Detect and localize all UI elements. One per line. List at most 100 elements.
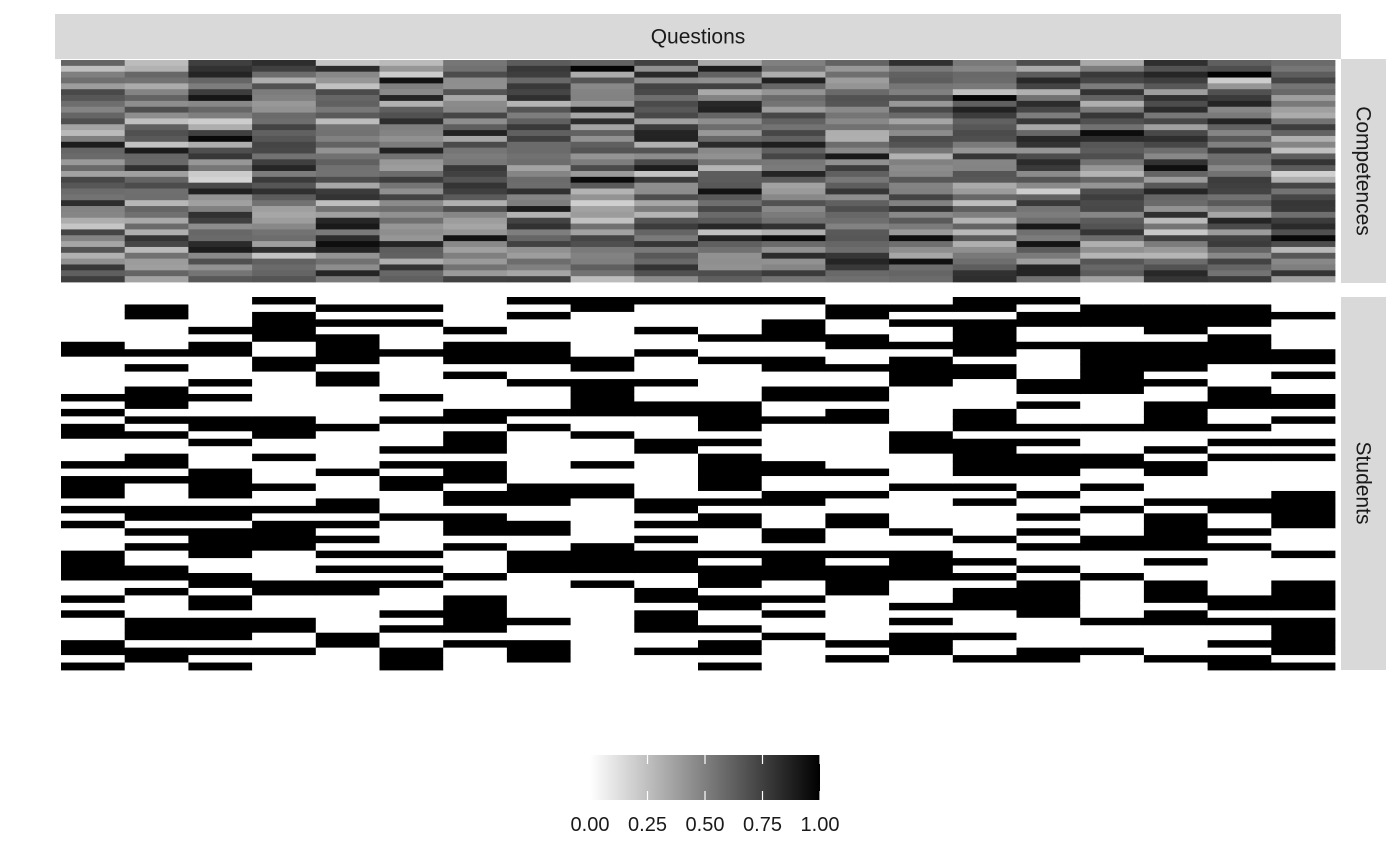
competences-cell — [1080, 106, 1145, 113]
students-cell — [698, 632, 763, 641]
students-cell — [634, 632, 699, 641]
competences-cell — [570, 124, 635, 131]
competences-cell — [825, 200, 890, 207]
students-cell — [698, 416, 763, 425]
students-cell — [1143, 565, 1208, 574]
students-cell — [188, 625, 253, 634]
students-cell — [1143, 505, 1208, 514]
competences-cell — [761, 130, 826, 137]
competences-cell — [506, 241, 571, 248]
competences-cell — [570, 71, 635, 78]
students-cell — [1080, 662, 1145, 671]
students-cell — [761, 602, 826, 611]
competences-cell — [698, 200, 763, 207]
students-cell — [634, 341, 699, 350]
competences-cell — [1080, 200, 1145, 207]
competences-cell — [124, 159, 189, 166]
students-cell — [252, 550, 317, 559]
competences-cell — [1271, 60, 1336, 67]
students-cell — [1080, 408, 1145, 417]
students-cell — [889, 446, 954, 455]
students-cell — [570, 498, 635, 507]
students-cell — [379, 334, 444, 343]
students-cell — [443, 453, 508, 462]
students-cell — [315, 543, 380, 552]
students-cell — [825, 647, 890, 656]
competences-cell — [698, 206, 763, 213]
students-cell — [443, 640, 508, 649]
competences-cell — [188, 270, 253, 277]
students-cell — [506, 550, 571, 559]
students-cell — [1016, 334, 1081, 343]
students-cell — [825, 297, 890, 305]
students-cell — [825, 610, 890, 619]
students-cell — [315, 610, 380, 619]
competences-cell — [61, 200, 126, 207]
competences-cell — [634, 235, 699, 242]
competences-cell — [1080, 112, 1145, 119]
students-cell — [698, 438, 763, 447]
students-cell — [506, 416, 571, 425]
students-cell — [634, 505, 699, 514]
students-cell — [1080, 446, 1145, 455]
students-cell — [1016, 408, 1081, 417]
students-cell — [761, 587, 826, 596]
students-cell — [61, 304, 126, 313]
students-cell — [570, 393, 635, 402]
students-cell — [952, 364, 1017, 372]
competences-cell — [61, 130, 126, 137]
competences-cell — [61, 171, 126, 178]
students-cell — [761, 655, 826, 663]
students-cell — [443, 304, 508, 313]
competences-cell — [1080, 165, 1145, 172]
students-cell — [1143, 438, 1208, 447]
students-cell — [1016, 625, 1081, 634]
students-cell — [634, 520, 699, 529]
students-cell — [761, 408, 826, 417]
competences-cell — [698, 182, 763, 189]
students-cell — [761, 476, 826, 484]
students-cell — [1080, 498, 1145, 507]
competences-cell — [1016, 241, 1081, 248]
competences-cell — [252, 106, 317, 113]
competences-cell — [506, 124, 571, 131]
students-cell — [1080, 543, 1145, 552]
students-cell — [952, 476, 1017, 484]
students-cell — [315, 446, 380, 455]
competences-cell — [1207, 65, 1272, 73]
competences-cell — [506, 171, 571, 178]
competences-cell — [825, 276, 890, 283]
students-cell — [698, 587, 763, 596]
students-cell — [506, 334, 571, 343]
students-cell — [188, 505, 253, 514]
competences-cell — [1016, 223, 1081, 230]
students-cell — [61, 632, 126, 641]
students-cell — [1207, 341, 1272, 350]
students-cell — [506, 438, 571, 447]
students-cell — [1016, 655, 1081, 663]
students-cell — [443, 341, 508, 350]
students-cell — [506, 379, 571, 387]
competences-cell — [698, 229, 763, 236]
students-cell — [1271, 535, 1336, 544]
competences-cell — [1271, 258, 1336, 265]
competences-cell — [761, 176, 826, 184]
students-cell — [761, 393, 826, 402]
competences-cell — [1016, 71, 1081, 78]
students-cell — [1016, 640, 1081, 649]
students-cell — [124, 632, 189, 641]
competences-cell — [570, 153, 635, 160]
competences-cell — [379, 60, 444, 67]
students-cell — [1207, 647, 1272, 656]
competences-cell — [634, 171, 699, 178]
competences-cell — [443, 188, 508, 195]
students-cell — [61, 364, 126, 372]
competences-cell — [252, 200, 317, 207]
competences-cell — [124, 118, 189, 125]
competences-cell — [634, 194, 699, 201]
competences-cell — [952, 200, 1017, 207]
competences-cell — [252, 147, 317, 154]
competences-cell — [315, 77, 380, 84]
students-cell — [889, 595, 954, 604]
competences-cell — [570, 206, 635, 213]
